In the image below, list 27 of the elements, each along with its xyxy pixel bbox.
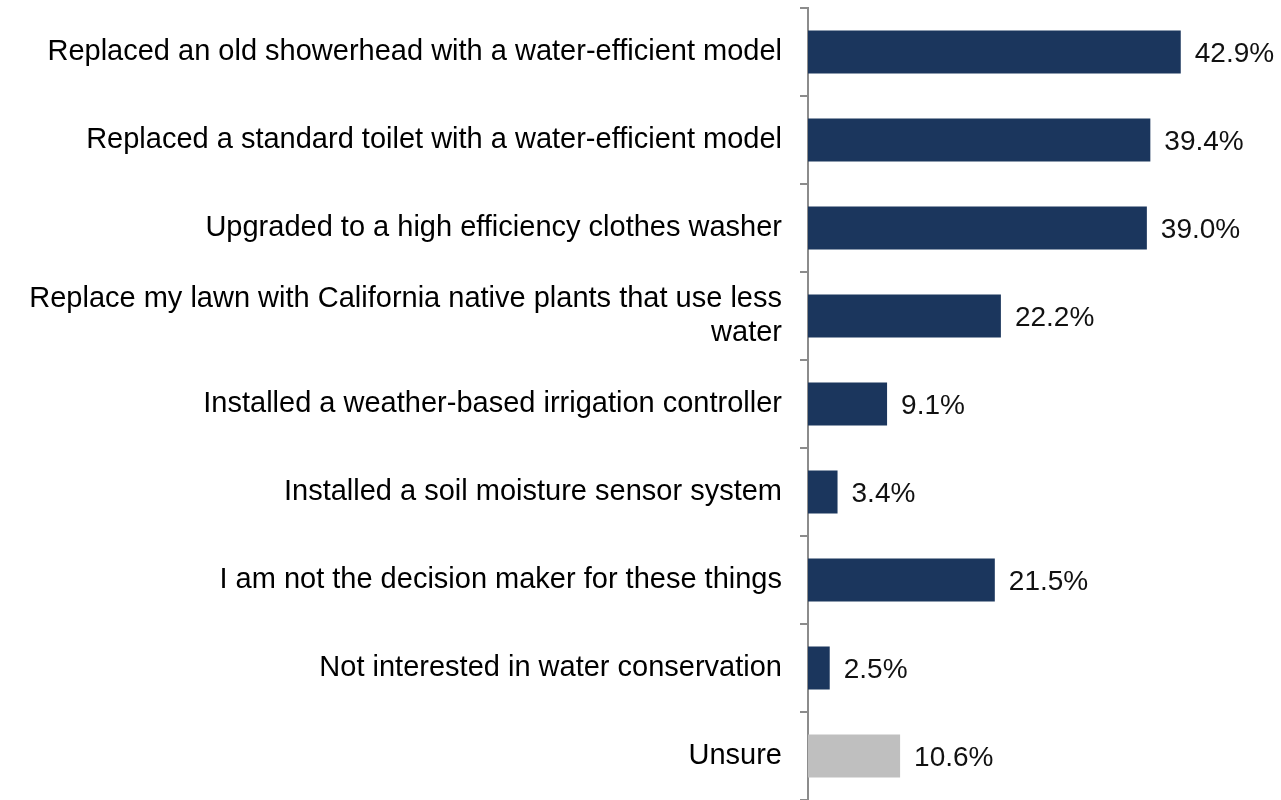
- data-label: 42.9%: [1194, 36, 1275, 68]
- bar: [808, 30, 1181, 74]
- bar: [808, 294, 1001, 338]
- data-label: 10.6%: [914, 740, 994, 772]
- data-label: 9.1%: [901, 388, 965, 420]
- y-tick-label: Installed a soil moisture sensor system: [283, 474, 782, 506]
- y-tick-label: Replaced an old showerhead with a water-efficient model: [47, 34, 782, 66]
- bar: [808, 206, 1147, 250]
- bar: [808, 470, 838, 514]
- y-tick-label: Installed a weather-based irrigation controller: [203, 386, 783, 418]
- data-label: 2.5%: [843, 652, 908, 684]
- data-label: 39.0%: [1160, 212, 1241, 244]
- y-tick-label: Unsure: [688, 738, 782, 770]
- y-tick-label: Not interested in water conservation: [319, 650, 782, 682]
- y-tick-label: Upgraded to a high efficiency clothes washer: [205, 210, 783, 242]
- data-label: 21.5%: [1008, 564, 1089, 596]
- data-label: 3.4%: [851, 476, 916, 508]
- bar: [808, 118, 1151, 162]
- y-tick-label: Replaced a standard toilet with a water-efficient model: [86, 122, 782, 154]
- bar: [808, 734, 901, 778]
- data-label: 22.2%: [1014, 300, 1095, 332]
- y-tick-label: I am not the decision maker for these things: [219, 562, 782, 594]
- bar: [808, 382, 888, 426]
- data-label: 39.4%: [1164, 124, 1244, 156]
- bar: [808, 558, 995, 602]
- y-tick-label: Replace my lawn with California native plants that use less water: [29, 280, 783, 348]
- bar: [808, 646, 830, 690]
